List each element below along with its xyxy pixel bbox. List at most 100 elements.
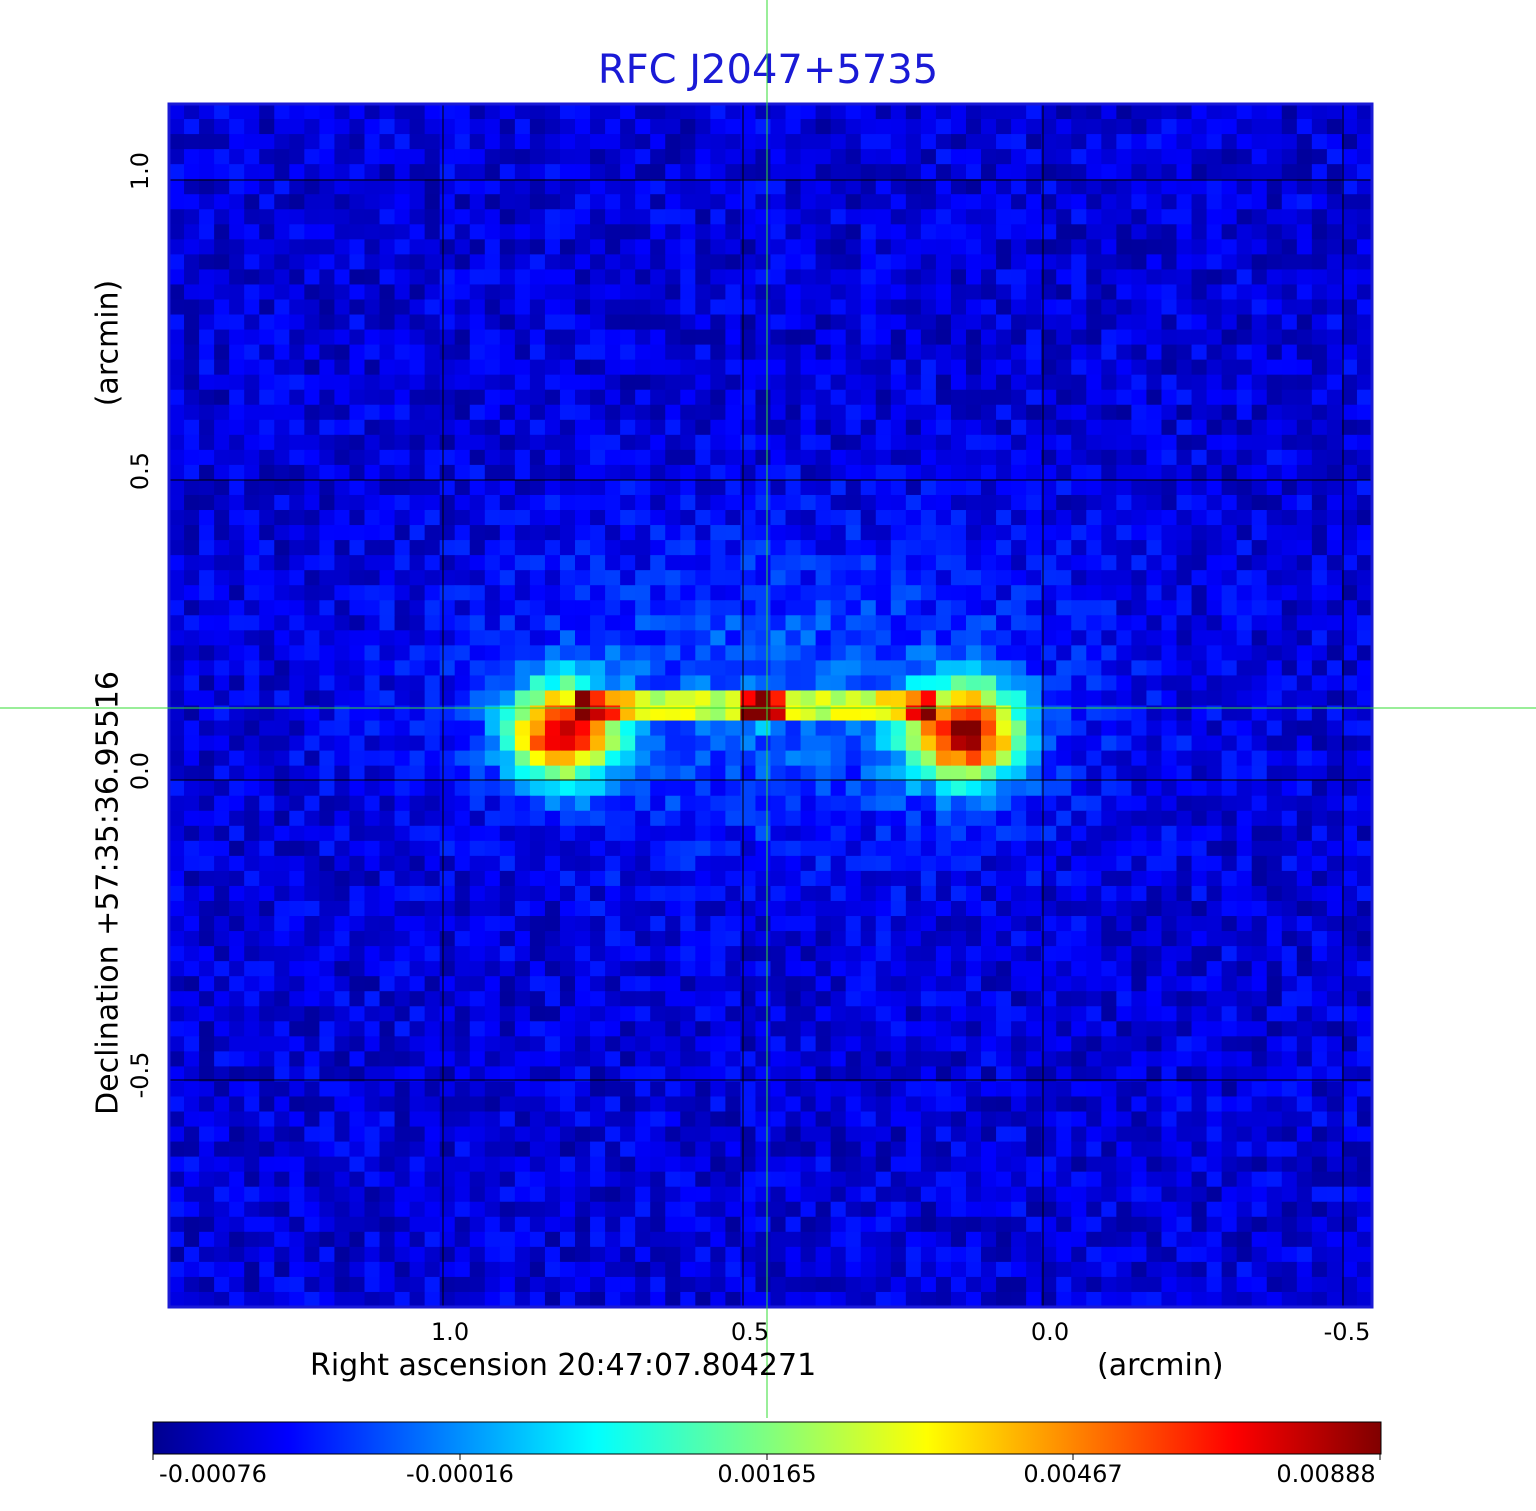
image-pixel [1356,404,1373,421]
image-pixel [514,645,531,661]
image-pixel [349,840,366,857]
image-pixel [409,119,426,135]
image-pixel [785,164,802,180]
image-pixel [1041,870,1057,887]
image-pixel [169,314,185,331]
image-pixel [620,961,636,977]
image-pixel [499,946,516,962]
image-pixel [529,976,546,992]
image-pixel [1341,329,1358,346]
image-pixel [529,916,546,932]
image-pixel [965,991,982,1007]
image-pixel [770,164,787,180]
image-pixel [575,464,591,481]
image-pixel [785,239,802,255]
image-pixel [529,555,546,571]
image-pixel [544,690,561,707]
image-pixel [950,254,967,271]
image-pixel [529,615,546,631]
image-pixel [529,660,546,677]
image-pixel [349,254,366,271]
image-pixel [334,314,351,331]
image-pixel [815,570,832,586]
image-pixel [680,479,696,496]
image-pixel [1341,119,1358,135]
image-pixel [334,540,351,556]
image-pixel [1296,931,1313,947]
image-pixel [1026,479,1042,496]
image-pixel [1341,1021,1358,1037]
image-pixel [605,735,621,752]
image-pixel [965,1006,982,1022]
image-pixel [1296,675,1313,692]
image-pixel [1056,795,1072,812]
image-pixel [184,615,200,631]
image-pixel [1146,464,1163,481]
image-pixel [845,419,862,436]
image-pixel [996,510,1012,526]
image-pixel [770,119,787,135]
image-pixel [680,510,696,526]
image-pixel [274,946,290,962]
image-pixel [575,1036,591,1052]
image-pixel [1026,284,1042,301]
image-pixel [1011,299,1027,316]
image-pixel [1011,1006,1027,1022]
image-pixel [1101,525,1117,541]
image-pixel [1281,479,1298,496]
image-pixel [710,119,726,135]
image-pixel [1326,479,1343,496]
image-pixel [1056,660,1072,677]
image-pixel [740,510,757,526]
image-pixel [1221,735,1238,752]
image-pixel [214,690,230,707]
image-pixel [1296,645,1313,661]
image-pixel [1266,374,1283,391]
image-pixel [605,855,621,872]
image-pixel [815,164,832,180]
image-pixel [379,1036,396,1052]
image-pixel [740,961,757,977]
image-pixel [1011,104,1027,120]
image-pixel [514,119,531,135]
image-pixel [1341,645,1358,661]
image-pixel [334,179,351,195]
image-pixel [1056,299,1072,316]
image-pixel [1041,419,1057,436]
image-pixel [950,389,967,406]
image-pixel [199,449,215,466]
image-pixel [680,404,696,421]
image-pixel [409,570,426,586]
image-pixel [1341,525,1358,541]
image-pixel [1296,179,1313,195]
image-pixel [920,630,937,646]
image-pixel [1071,976,1087,992]
image-pixel [1146,750,1163,767]
image-pixel [1206,329,1223,346]
image-pixel [996,314,1012,331]
image-pixel [920,946,937,962]
image-pixel [1296,269,1313,286]
image-pixel [289,344,305,361]
image-pixel [484,600,501,616]
image-pixel [710,1006,726,1022]
image-pixel [559,224,576,240]
image-pixel [1011,570,1027,586]
image-pixel [1311,615,1328,631]
image-pixel [695,269,711,286]
image-pixel [544,855,561,872]
image-pixel [665,1036,681,1052]
image-pixel [349,494,366,511]
image-pixel [214,119,230,135]
image-pixel [169,810,185,827]
image-pixel [1356,615,1373,631]
image-pixel [349,675,366,692]
image-pixel [259,269,275,286]
image-pixel [650,404,666,421]
image-pixel [650,900,666,917]
image-pixel [635,479,651,496]
image-pixel [860,720,877,737]
image-pixel [559,1021,576,1037]
image-pixel [815,931,832,947]
image-pixel [590,765,606,782]
